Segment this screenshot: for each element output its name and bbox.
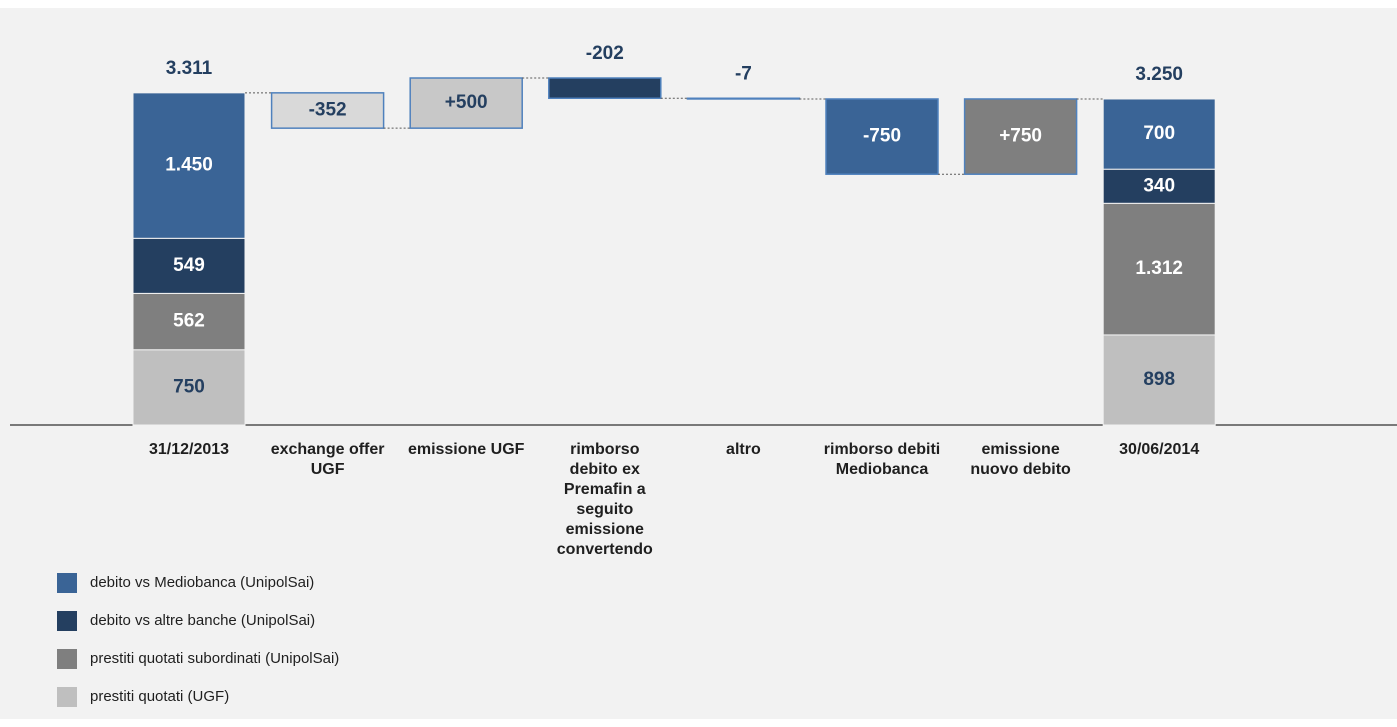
data-label: -202 (586, 43, 624, 64)
data-label: 340 (1143, 175, 1175, 196)
bar-segment (132, 349, 246, 426)
data-label: 562 (173, 311, 205, 332)
x-tick-label: rimborso debito ex Premafin a seguito em… (556, 441, 653, 558)
bar-segment (1102, 202, 1216, 336)
delta-bar (825, 98, 939, 175)
data-label: 3.311 (166, 58, 213, 79)
x-tick-label: exchange offer UGF (270, 441, 385, 478)
x-tick-label: altro (726, 441, 761, 458)
legend-label: debito vs Mediobanca (UnipolSai) (90, 574, 315, 591)
legend-swatch (57, 573, 77, 593)
data-label: 700 (1143, 123, 1175, 144)
delta-bar (270, 92, 385, 129)
data-label: 1.312 (1135, 258, 1183, 279)
bar-segment (132, 92, 246, 239)
x-tick-label: emissione UGF (407, 441, 525, 458)
data-label: 1.450 (165, 155, 213, 176)
delta-bar (409, 77, 523, 129)
bar-segment (132, 292, 246, 351)
chart: 750 562 549 1.450 3.311 898 1.312 340 700 3.250 -3… (0, 8, 1397, 719)
legend-swatch (57, 649, 77, 669)
bar-segment (1102, 168, 1216, 204)
data-label: +750 (999, 126, 1042, 147)
legend-swatch (57, 611, 77, 631)
x-tick-label: rimborso debiti Mediobanca (823, 441, 941, 478)
delta-bar (548, 77, 662, 100)
legend-label: debito vs altre banche (UnipolSai) (90, 612, 316, 629)
x-tick-label: emissione nuovo debito (970, 441, 1071, 478)
data-label: -7 (735, 63, 752, 84)
data-label: 898 (1143, 369, 1175, 390)
data-label: 750 (173, 376, 205, 397)
legend-label: prestiti quotati subordinati (UnipolSai) (90, 650, 340, 667)
data-label: +500 (445, 92, 488, 113)
legend-label: prestiti quotati (UGF) (90, 688, 230, 705)
legend-swatch (57, 687, 77, 707)
plot: 750 562 549 1.450 3.311 898 1.312 340 700 3.250 -3… (10, 43, 1397, 426)
data-label: -750 (863, 126, 901, 147)
bar-segment (1102, 98, 1216, 170)
data-label: 3.250 (1135, 64, 1183, 85)
x-tick-label: 31/12/2013 (148, 441, 230, 458)
data-label: -352 (309, 100, 347, 121)
delta-bar (686, 97, 801, 100)
delta-bar (963, 98, 1078, 175)
x-tick-label: 30/06/2014 (1119, 441, 1200, 458)
data-label: 549 (173, 255, 205, 276)
bar-segment (132, 237, 246, 294)
